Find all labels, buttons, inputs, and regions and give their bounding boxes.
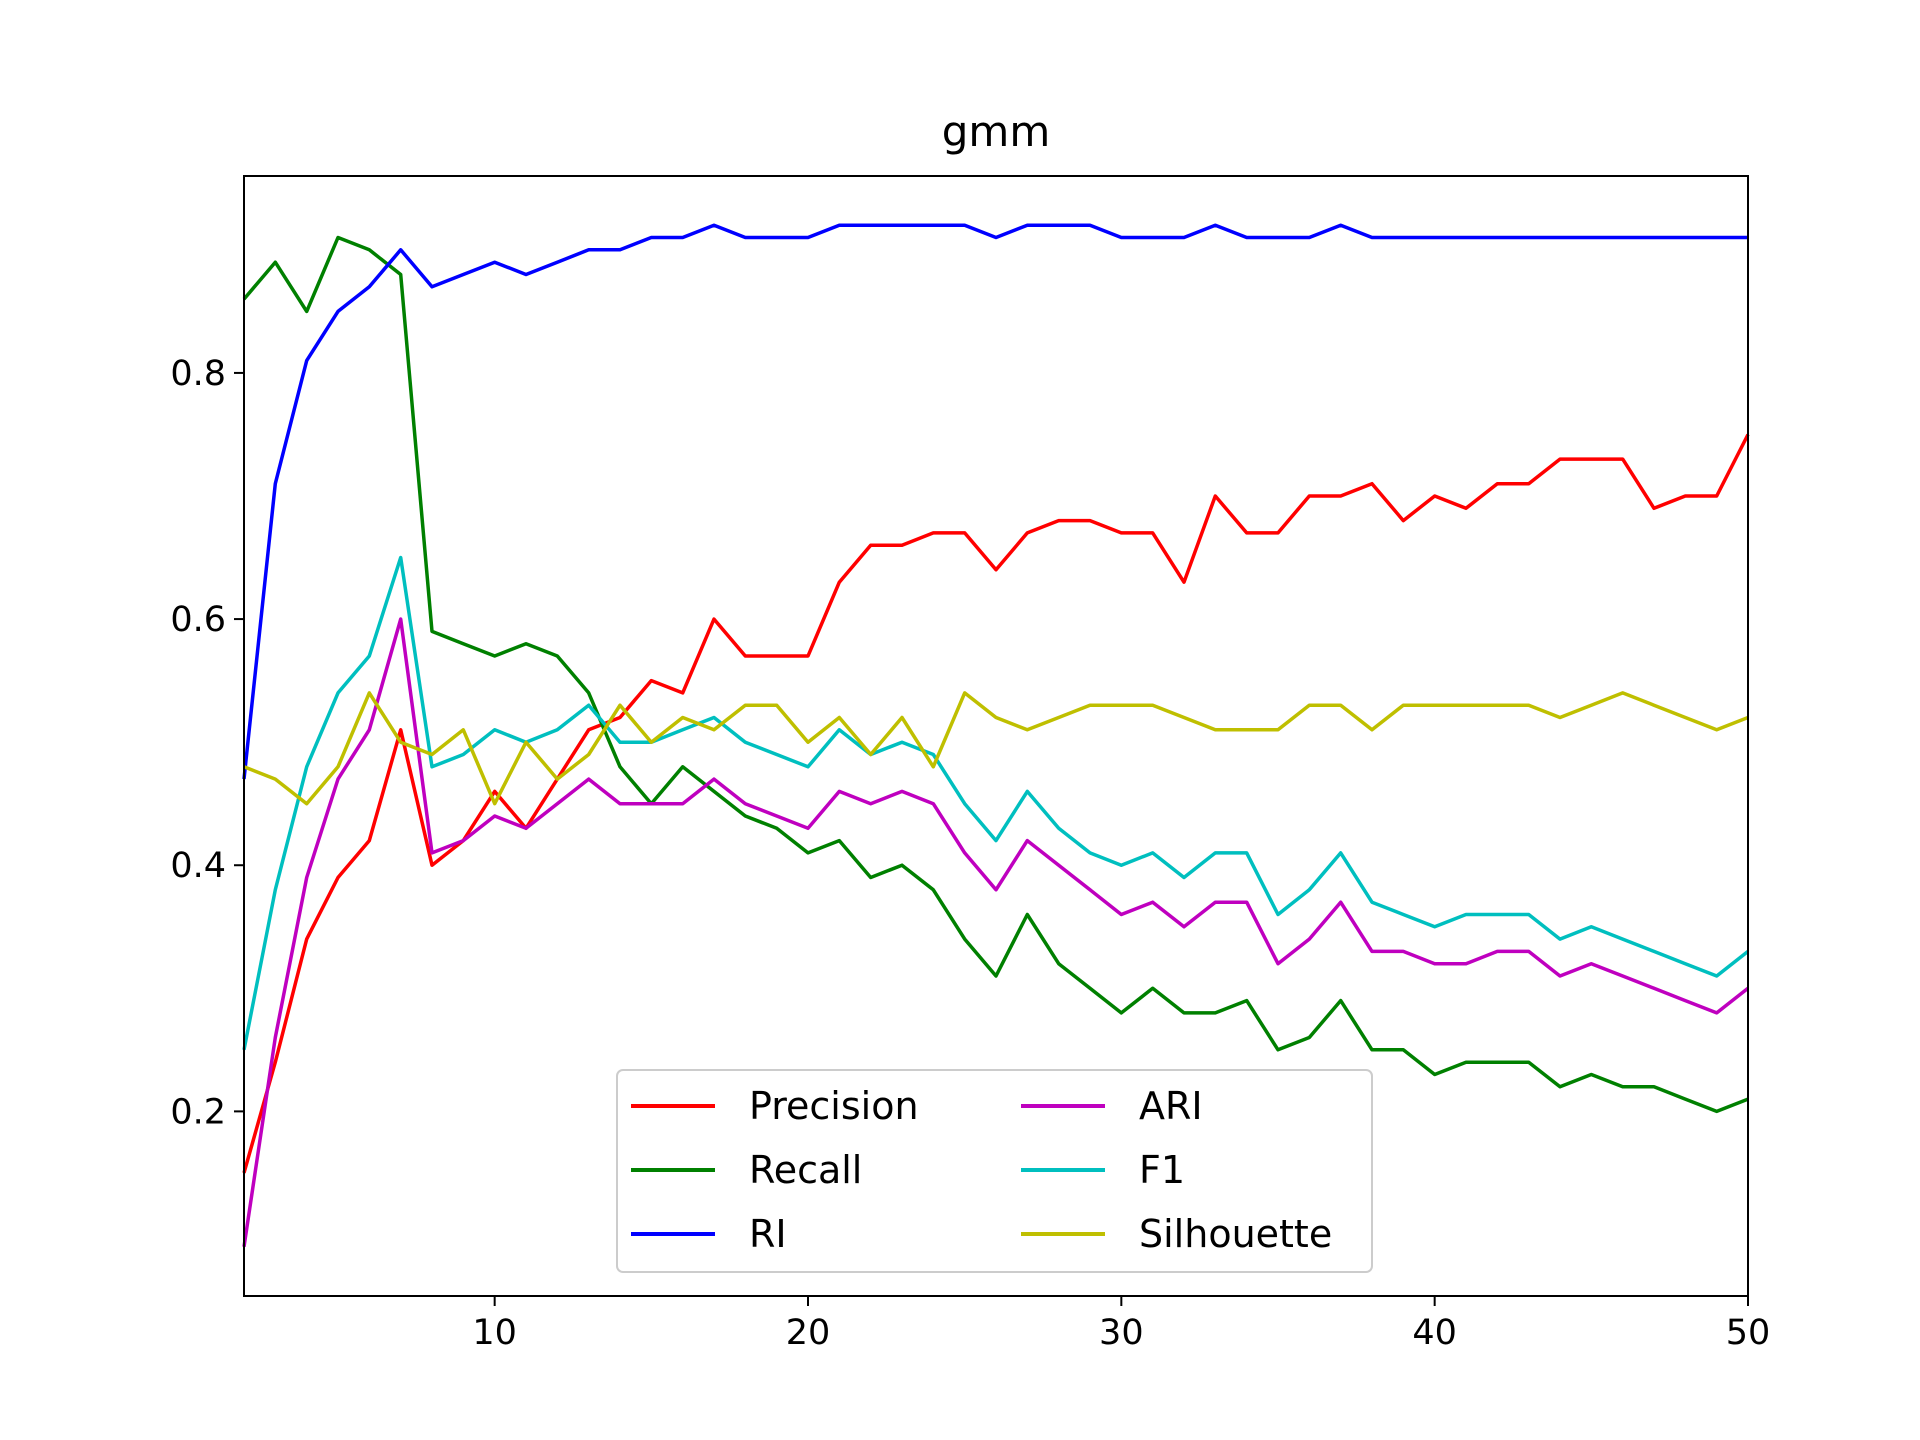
y-tick-label: 0.4 <box>170 846 226 886</box>
series-line-recall <box>242 235 1749 1114</box>
legend-box <box>616 1069 1373 1273</box>
y-tick-label: 0.6 <box>170 600 226 640</box>
chart-title: gmm <box>942 107 1051 156</box>
series-line-ri <box>242 223 1748 780</box>
x-tick-label: 30 <box>1099 1313 1144 1353</box>
series-line-ari <box>242 617 1750 1248</box>
x-tick-label: 20 <box>786 1313 831 1353</box>
y-tick-label: 0.2 <box>170 1092 226 1132</box>
x-tick-label: 50 <box>1726 1313 1771 1353</box>
series-lines <box>242 223 1750 1248</box>
legend-label-recall: Recall <box>749 1148 862 1192</box>
series-line-silhouette <box>243 691 1749 806</box>
legend: Precision Recall RI ARI F1 Silhouette <box>616 1069 1373 1273</box>
y-tick-label: 0.8 <box>170 354 226 394</box>
legend-label-silhouette: Silhouette <box>1139 1212 1332 1256</box>
series-line-f1 <box>242 555 1750 1051</box>
series-line-precision <box>242 433 1750 1174</box>
legend-label-precision: Precision <box>749 1084 919 1128</box>
x-tick-label: 10 <box>472 1313 517 1353</box>
legend-label-f1: F1 <box>1139 1148 1185 1192</box>
plot-frame <box>243 175 1749 1297</box>
x-tick-label: 40 <box>1412 1313 1457 1353</box>
axis-ticks: 10 20 30 40 50 0.2 0.4 0.6 0.8 <box>170 354 1770 1353</box>
legend-label-ri: RI <box>749 1212 787 1256</box>
legend-label-ari: ARI <box>1139 1084 1203 1128</box>
